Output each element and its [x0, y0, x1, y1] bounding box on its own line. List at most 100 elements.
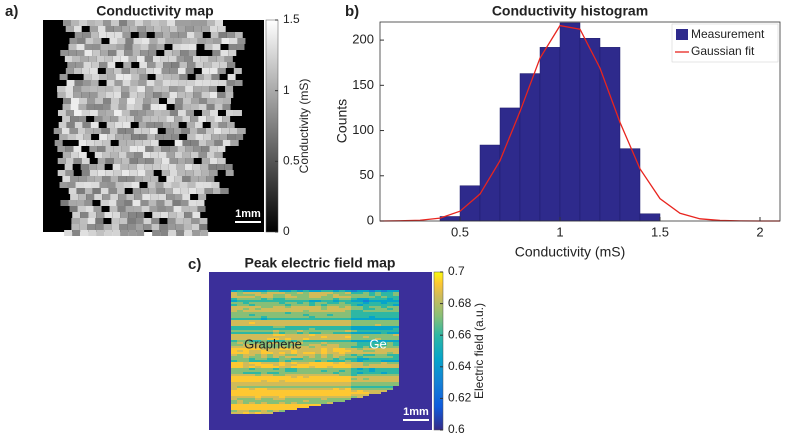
- image-pixel: [345, 394, 351, 396]
- image-pixel: [339, 296, 345, 298]
- image-pixel: [255, 326, 261, 328]
- image-pixel: [73, 110, 82, 116]
- image-pixel: [156, 44, 165, 50]
- image-pixel: [327, 318, 333, 320]
- image-pixel: [134, 140, 143, 146]
- image-pixel: [309, 326, 315, 328]
- image-pixel: [121, 170, 130, 176]
- image-pixel: [309, 310, 315, 312]
- image-pixel: [303, 318, 309, 320]
- image-pixel: [237, 308, 243, 310]
- image-pixel: [209, 146, 218, 152]
- image-pixel: [357, 318, 363, 320]
- image-pixel: [273, 358, 279, 360]
- image-pixel: [249, 296, 255, 298]
- image-pixel: [231, 408, 237, 410]
- image-pixel: [345, 356, 351, 358]
- image-pixel: [327, 338, 333, 340]
- panel-title: Conductivity histogram: [492, 3, 648, 19]
- image-pixel: [285, 368, 291, 370]
- image-pixel: [333, 360, 339, 362]
- image-pixel: [243, 412, 249, 414]
- image-pixel: [375, 310, 381, 312]
- image-pixel: [137, 86, 146, 92]
- image-pixel: [381, 346, 387, 348]
- image-pixel: [357, 290, 363, 292]
- image-pixel: [182, 104, 191, 110]
- image-pixel: [303, 316, 309, 318]
- image-pixel: [279, 316, 285, 318]
- image-pixel: [351, 332, 357, 334]
- image-pixel: [81, 92, 90, 98]
- image-pixel: [285, 304, 291, 306]
- image-pixel: [291, 316, 297, 318]
- image-pixel: [375, 328, 381, 330]
- image-pixel: [321, 294, 327, 296]
- image-pixel: [96, 164, 105, 170]
- image-pixel: [180, 44, 189, 50]
- image-pixel: [273, 408, 279, 410]
- image-pixel: [261, 386, 267, 388]
- image-pixel: [321, 386, 327, 388]
- image-pixel: [237, 394, 243, 396]
- image-pixel: [303, 298, 309, 300]
- image-pixel: [357, 366, 363, 368]
- image-pixel: [279, 394, 285, 396]
- image-pixel: [117, 128, 126, 134]
- image-pixel: [327, 376, 333, 378]
- image-pixel: [279, 352, 285, 354]
- image-pixel: [261, 360, 267, 362]
- image-pixel: [261, 404, 267, 406]
- image-pixel: [237, 354, 243, 356]
- image-pixel: [243, 340, 249, 342]
- image-pixel: [285, 354, 291, 356]
- image-pixel: [321, 394, 327, 396]
- image-pixel: [211, 74, 220, 80]
- image-pixel: [123, 74, 132, 80]
- image-pixel: [82, 32, 91, 38]
- image-pixel: [279, 386, 285, 388]
- image-pixel: [61, 128, 70, 134]
- image-pixel: [116, 188, 125, 194]
- panel-label: c): [188, 256, 201, 273]
- image-pixel: [255, 314, 261, 316]
- image-pixel: [375, 388, 381, 390]
- image-pixel: [345, 392, 351, 394]
- image-pixel: [309, 372, 315, 374]
- image-pixel: [375, 316, 381, 318]
- image-pixel: [214, 152, 223, 158]
- image-pixel: [273, 322, 279, 324]
- image-pixel: [321, 346, 327, 348]
- image-pixel: [327, 392, 333, 394]
- image-pixel: [297, 328, 303, 330]
- image-pixel: [109, 38, 118, 44]
- image-pixel: [267, 352, 273, 354]
- image-pixel: [315, 388, 321, 390]
- image-pixel: [369, 290, 375, 292]
- image-pixel: [363, 292, 369, 294]
- image-pixel: [255, 370, 261, 372]
- image-pixel: [237, 128, 246, 134]
- image-pixel: [267, 406, 273, 408]
- image-pixel: [126, 116, 135, 122]
- image-pixel: [267, 380, 273, 382]
- image-pixel: [357, 388, 363, 390]
- image-pixel: [237, 38, 246, 44]
- image-pixel: [116, 44, 125, 50]
- image-pixel: [345, 386, 351, 388]
- image-pixel: [153, 110, 162, 116]
- image-pixel: [333, 366, 339, 368]
- image-pixel: [155, 74, 164, 80]
- image-pixel: [249, 346, 255, 348]
- image-pixel: [237, 364, 243, 366]
- image-pixel: [181, 38, 190, 44]
- image-pixel: [113, 68, 122, 74]
- image-pixel: [363, 358, 369, 360]
- image-pixel: [255, 312, 261, 314]
- image-pixel: [84, 200, 93, 206]
- image-pixel: [112, 56, 121, 62]
- image-pixel: [261, 408, 267, 410]
- image-pixel: [71, 98, 80, 104]
- image-pixel: [369, 344, 375, 346]
- image-pixel: [273, 334, 279, 336]
